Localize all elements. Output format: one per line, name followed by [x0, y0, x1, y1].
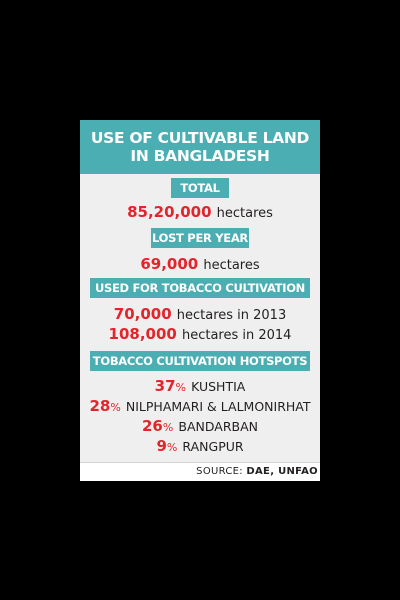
source-prefix: SOURCE:: [196, 466, 243, 477]
source-names: DAE, UNFAO: [246, 466, 318, 477]
lost-per-year-value: 69,000: [140, 255, 199, 273]
hotspot-kushtia-value: 37: [154, 377, 176, 395]
hotspot-row-rangpur: 9% RANGPUR: [80, 436, 320, 455]
hotspot-kushtia-place: KUSHTIA: [191, 379, 246, 394]
hotspot-rangpur-value: 9: [156, 437, 167, 455]
total-value: 85,20,000: [127, 203, 212, 221]
hotspot-row-nilphamari: 28% NILPHAMARI & LALMONIRHAT: [80, 396, 320, 415]
hotspot-rangpur-unit: %: [166, 441, 178, 454]
hotspot-nilphamari-unit: %: [110, 401, 121, 414]
hotspot-row-bandarban: 26% BANDARBAN: [80, 416, 320, 435]
lost-per-year-unit: hectares: [203, 258, 260, 273]
infographic-title: USE OF CULTIVABLE LAND IN BANGLADESH: [80, 120, 320, 174]
tobacco-2013-row: 70,000 hectares in 2013: [80, 304, 320, 323]
tobacco-2014-value: 108,000: [108, 325, 177, 343]
title-line-2: IN BANGLADESH: [130, 147, 270, 165]
lost-per-year-label: LOST PER YEAR: [151, 228, 249, 248]
title-line-1: USE OF CULTIVABLE LAND: [90, 129, 310, 147]
tobacco-2013-value: 70,000: [113, 305, 172, 323]
hotspot-rangpur-place: RANGPUR: [182, 439, 244, 454]
source-band: SOURCE: DAE, UNFAO: [80, 462, 320, 481]
hotspot-row-kushtia: 37% KUSHTIA: [80, 376, 320, 395]
hotspot-bandarban-value: 26: [141, 417, 163, 435]
hotspot-nilphamari-place: NILPHAMARI & LALMONIRHAT: [125, 399, 311, 414]
source-credit: SOURCE: DAE, UNFAO: [196, 466, 318, 477]
total-row: 85,20,000 hectares: [80, 202, 320, 221]
infographic-card: USE OF CULTIVABLE LAND IN BANGLADESH TOT…: [80, 120, 320, 481]
lost-per-year-row: 69,000 hectares: [80, 254, 320, 273]
hotspot-nilphamari-value: 28: [89, 397, 111, 415]
hotspot-kushtia-unit: %: [175, 381, 186, 394]
total-unit: hectares: [216, 206, 273, 221]
hotspot-bandarban-unit: %: [162, 421, 174, 434]
tobacco-2014-text: hectares in 2014: [181, 328, 292, 343]
hotspot-bandarban-place: BANDARBAN: [178, 419, 259, 434]
tobacco-2014-row: 108,000 hectares in 2014: [80, 324, 320, 343]
total-label: TOTAL: [171, 178, 229, 198]
tobacco-2013-text: hectares in 2013: [176, 308, 287, 323]
tobacco-cultivation-label: USED FOR TOBACCO CULTIVATION: [90, 278, 310, 298]
hotspots-label: TOBACCO CULTIVATION HOTSPOTS: [90, 351, 310, 371]
